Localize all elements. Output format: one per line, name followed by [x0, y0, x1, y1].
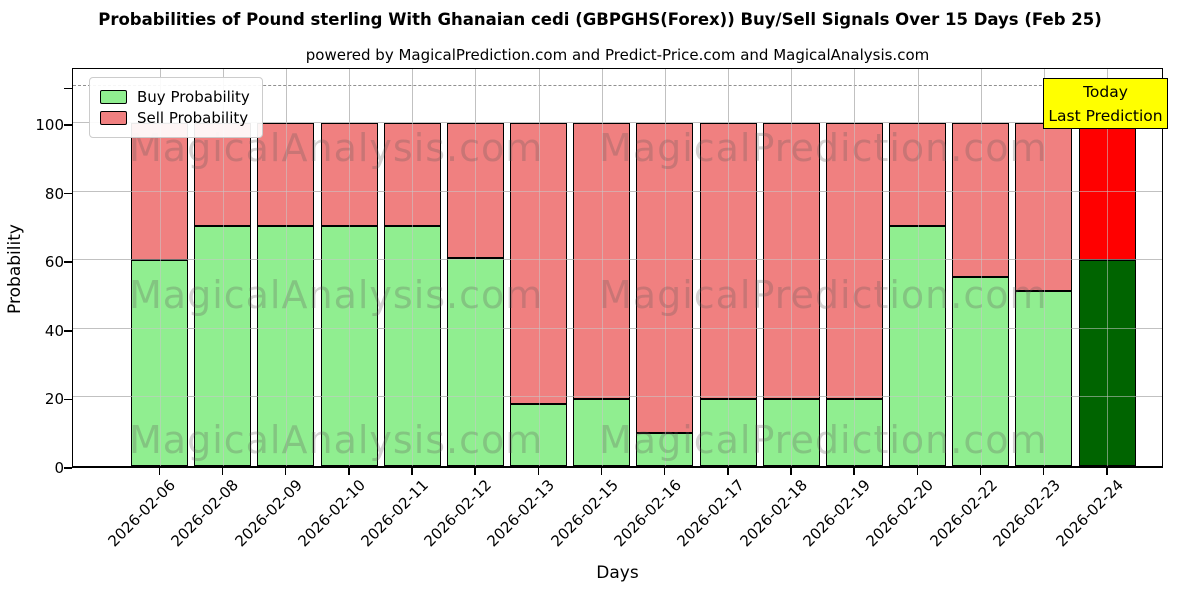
h-gridline-overlay	[73, 190, 1162, 192]
watermark-text: MagicalAnalysis.com	[129, 418, 544, 462]
x-tick-label: 2026-02-06	[104, 476, 180, 551]
h-gridline-overlay	[73, 259, 1162, 261]
y-tick-mark	[64, 329, 72, 332]
y-tick-label: 80	[44, 184, 64, 203]
watermark-text: MagicalPrediction.com	[599, 126, 1048, 170]
x-tick-mark	[474, 468, 476, 475]
v-gridline-overlay	[664, 69, 666, 466]
v-gridline-overlay	[412, 69, 414, 466]
today-annotation-line1: Today	[1083, 83, 1128, 101]
v-gridline-overlay	[728, 69, 730, 466]
x-tick-mark	[853, 468, 855, 475]
x-tick-label: 2026-02-20	[862, 476, 938, 551]
x-tick-mark	[1106, 468, 1108, 475]
legend: Buy Probability Sell Probability	[89, 77, 263, 138]
y-tick-label: 100	[35, 115, 64, 134]
v-gridline-overlay	[601, 69, 603, 466]
x-tick-mark	[979, 468, 982, 475]
y-tick-label: 60	[44, 253, 64, 272]
h-gridline-overlay	[73, 327, 1162, 329]
x-tick-mark	[916, 468, 919, 475]
v-gridline-overlay	[222, 69, 224, 466]
v-gridline-overlay	[917, 69, 919, 466]
legend-item-sell: Sell Probability	[100, 109, 250, 127]
y-tick-mark	[64, 124, 72, 126]
y-tick-label: 20	[44, 390, 64, 409]
y-tick-mark	[64, 192, 72, 195]
v-gridline-overlay	[538, 69, 540, 466]
plot-area: Buy Probability Sell Probability Today L…	[72, 68, 1168, 468]
x-tick-label: 2026-02-22	[926, 476, 1001, 551]
v-gridline-overlay	[349, 69, 350, 466]
y-tick-mark	[64, 261, 72, 263]
v-gridline-overlay	[1107, 69, 1109, 466]
h-gridline-overlay	[73, 121, 1162, 123]
y-tick-label: 40	[44, 321, 64, 340]
x-tick-label: 2026-02-12	[420, 476, 496, 551]
x-tick-mark	[411, 468, 413, 475]
x-tick-label: 2026-02-15	[547, 476, 622, 551]
x-tick-mark	[1042, 468, 1045, 475]
x-tick-label: 2026-02-16	[610, 476, 685, 551]
buy-color-swatch	[100, 90, 127, 104]
legend-label-sell: Sell Probability	[137, 109, 249, 127]
watermark-text: MagicalPrediction.com	[599, 273, 1048, 317]
x-tick-mark	[348, 468, 350, 475]
x-tick-label: 2026-02-13	[483, 476, 559, 551]
x-tick-label: 2026-02-09	[231, 476, 306, 551]
x-tick-label: 2026-02-17	[673, 476, 748, 551]
watermark-text: MagicalPrediction.com	[599, 418, 1048, 462]
today-annotation-line2: Last Prediction	[1048, 107, 1163, 125]
y-tick-mark	[64, 87, 72, 90]
sell-color-swatch	[100, 111, 127, 125]
x-tick-mark	[284, 468, 287, 475]
chart-title: Probabilities of Pound sterling With Gha…	[98, 10, 1102, 29]
watermark-text: MagicalAnalysis.com	[129, 273, 544, 317]
v-gridline-overlay	[791, 69, 793, 466]
v-gridline-overlay	[980, 69, 982, 466]
v-gridline-overlay	[854, 69, 856, 466]
y-tick-label: 0	[54, 459, 64, 477]
legend-item-buy: Buy Probability	[100, 88, 250, 106]
x-tick-label: 2026-02-18	[736, 476, 811, 551]
x-tick-label: 2026-02-23	[989, 476, 1064, 551]
v-gridline-overlay	[1043, 69, 1045, 466]
x-tick-mark	[221, 468, 224, 475]
v-gridline-overlay	[475, 69, 477, 466]
x-tick-label: 2026-02-08	[168, 476, 243, 551]
x-tick-mark	[727, 468, 729, 475]
today-annotation-box: Today Last Prediction	[1043, 78, 1168, 129]
upper-dashed-line	[73, 84, 1162, 86]
x-tick-mark	[537, 468, 540, 475]
x-tick-mark	[158, 468, 161, 475]
x-axis-label: Days	[596, 563, 639, 583]
x-tick-label: 2026-02-10	[294, 476, 369, 551]
v-gridline-overlay	[159, 69, 161, 466]
x-tick-label: 2026-02-19	[799, 476, 875, 551]
x-tick-label: 2026-02-11	[357, 476, 432, 551]
h-gridline-overlay	[73, 396, 1162, 398]
x-tick-mark	[790, 468, 792, 475]
chart-subtitle: powered by MagicalPrediction.com and Pre…	[305, 46, 930, 64]
legend-label-buy: Buy Probability	[137, 88, 250, 106]
v-gridline-overlay	[285, 69, 287, 466]
y-tick-mark	[64, 467, 72, 469]
x-tick-mark	[663, 468, 666, 475]
x-tick-mark	[600, 468, 603, 475]
x-tick-label: 2026-02-24	[1052, 476, 1127, 551]
y-tick-mark	[64, 398, 72, 401]
